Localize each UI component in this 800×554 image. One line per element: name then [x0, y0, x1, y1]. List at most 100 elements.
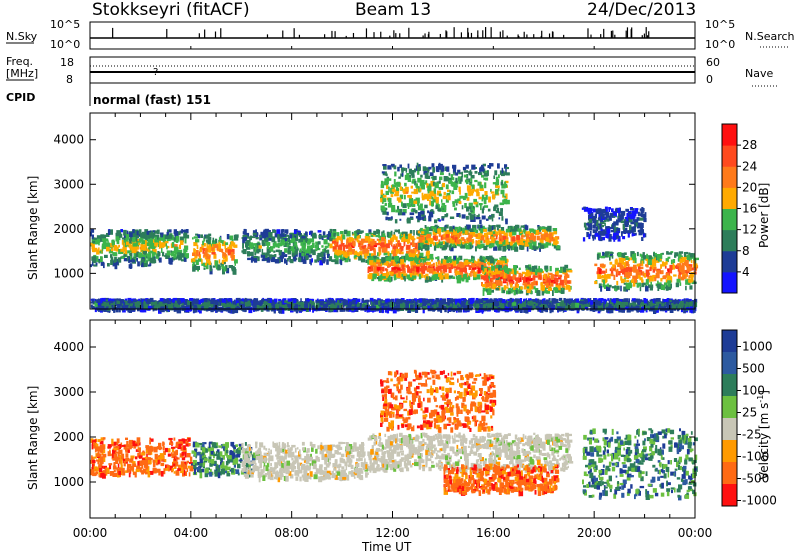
echo-cell — [294, 253, 298, 257]
echo-cell — [93, 237, 98, 240]
echo-cell — [453, 184, 456, 187]
echo-cell — [467, 239, 473, 243]
echo-cell — [344, 258, 349, 263]
echo-cell — [502, 256, 507, 260]
echo-cell — [456, 203, 458, 206]
echo-cell — [641, 283, 645, 288]
echo-cell — [531, 265, 535, 272]
echo-cell — [513, 265, 517, 271]
echo-cell — [151, 251, 155, 258]
echo-cell — [679, 282, 682, 286]
echo-cell — [450, 246, 454, 252]
echo-cell — [308, 307, 311, 312]
echo-cell — [91, 234, 94, 240]
echo-cell — [521, 273, 524, 277]
echo-cell — [129, 256, 132, 260]
echo-cell — [600, 230, 604, 236]
echo-cell — [483, 205, 489, 208]
echo-cell — [629, 224, 632, 231]
echo-cell — [604, 252, 608, 258]
echo-cell — [555, 238, 557, 244]
echo-cell — [476, 274, 481, 280]
echo-cell — [268, 237, 272, 241]
echo-cell — [415, 242, 418, 249]
echo-cell — [487, 301, 490, 305]
echo-cell — [640, 227, 643, 233]
echo-cell — [484, 233, 488, 238]
echo-cell — [201, 259, 203, 264]
echo-cell — [467, 259, 471, 265]
echo-cell — [282, 234, 287, 238]
echo-cell — [593, 224, 596, 229]
echo-cell — [462, 268, 466, 271]
echo-cell — [109, 243, 114, 248]
echo-cell — [263, 237, 267, 242]
echo-cell — [484, 268, 487, 273]
echo-cell — [126, 230, 129, 236]
echo-cell — [368, 231, 372, 235]
echo-cell — [537, 226, 542, 232]
echo-cell — [306, 255, 309, 258]
echo-cell — [465, 240, 470, 244]
echo-cell — [123, 229, 127, 236]
echo-cell — [411, 191, 416, 194]
echo-cell — [336, 232, 340, 237]
echo-cell — [349, 236, 351, 240]
echo-cell — [685, 251, 689, 255]
echo-cell — [477, 243, 482, 249]
echo-cell — [481, 264, 484, 270]
echo-cell — [454, 226, 459, 231]
echo-cell — [209, 266, 213, 272]
echo-cell — [314, 234, 317, 239]
echo-cell — [643, 273, 647, 278]
nsky-label: N.Sky — [6, 30, 38, 43]
echo-cell — [477, 267, 481, 274]
echo-cell — [399, 164, 402, 168]
echo-cell — [403, 237, 408, 243]
echo-cell — [633, 264, 637, 268]
echo-cell — [488, 259, 491, 264]
echo-cell — [479, 167, 481, 173]
echo-cell — [465, 224, 470, 230]
echo-cell — [616, 280, 619, 286]
echo-cell — [560, 267, 563, 273]
echo-cell — [194, 248, 196, 255]
echo-cell — [646, 253, 648, 258]
echo-cell — [422, 166, 427, 172]
echo-cell — [509, 225, 513, 231]
echo-cell — [487, 291, 492, 295]
echo-cell — [412, 180, 415, 184]
echo-cell — [402, 188, 406, 193]
echo-cell — [387, 178, 392, 181]
echo-cell — [554, 274, 558, 277]
echo-cell — [432, 262, 435, 267]
echo-cell — [447, 189, 451, 192]
echo-cell — [500, 181, 503, 186]
echo-cell — [642, 233, 645, 238]
echo-cell — [550, 281, 554, 287]
echo-cell — [204, 263, 207, 266]
echo-cell — [362, 248, 367, 255]
echo-cell — [424, 244, 428, 248]
echo-cell — [477, 239, 481, 245]
echo-cell — [412, 275, 417, 279]
echo-cell — [114, 264, 118, 270]
echo-cell — [381, 271, 383, 274]
echo-cell — [168, 229, 172, 233]
echo-cell — [324, 245, 328, 249]
echo-cell — [551, 243, 557, 247]
echo-cell — [453, 171, 455, 176]
echo-cell — [562, 279, 568, 283]
echo-cell — [198, 258, 202, 262]
echo-cell — [597, 231, 600, 235]
echo-cell — [627, 230, 631, 234]
echo-cell — [471, 184, 475, 190]
echo-cell — [113, 244, 117, 251]
echo-cell — [468, 203, 472, 206]
echo-cell — [443, 176, 448, 182]
echo-cell — [498, 238, 503, 245]
echo-cell — [475, 217, 481, 220]
echo-cell — [492, 284, 496, 289]
echo-cell — [683, 252, 687, 258]
